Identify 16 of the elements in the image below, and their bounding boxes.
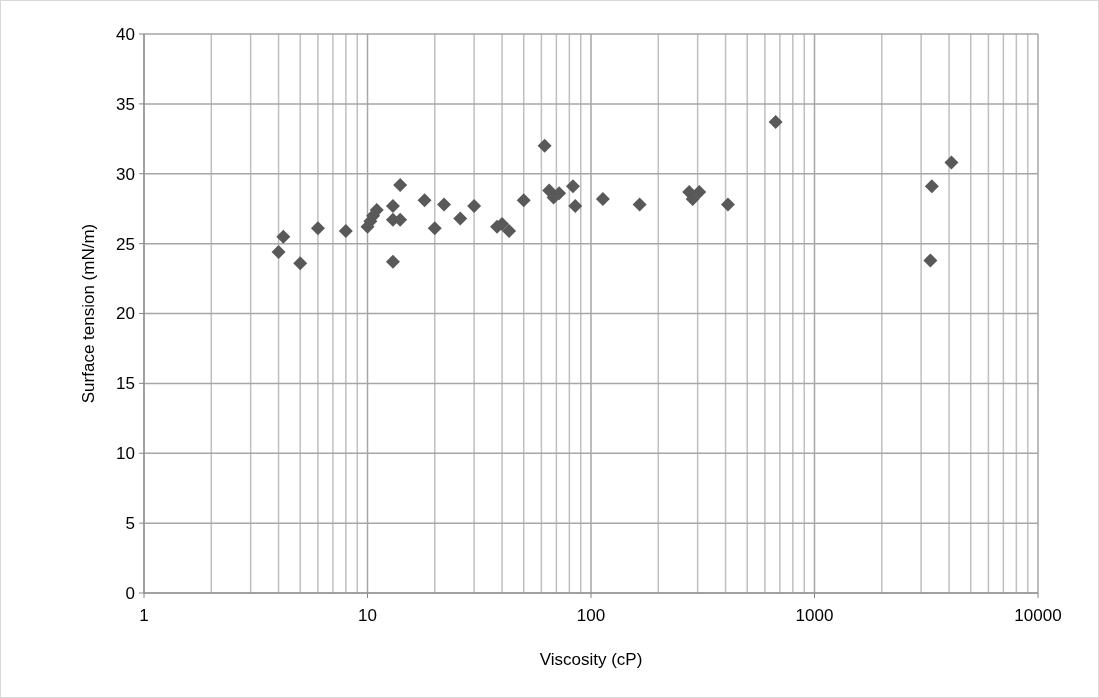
y-tick-label: 0 [125,583,135,603]
y-tick-label: 15 [116,374,135,394]
x-axis-title: Viscosity (cP) [539,650,643,669]
y-tick-label: 25 [116,234,135,254]
y-tick-label: 30 [116,164,135,184]
x-tick-label: 10 [358,606,377,625]
x-tick-label: 1000 [795,606,834,625]
x-tick-label: 100 [576,606,606,625]
y-tick-label: 5 [125,514,135,534]
x-tick-label: 1 [139,606,149,625]
y-tick-label: 10 [116,444,135,464]
y-tick-label: 35 [116,94,135,114]
y-tick-label: 20 [116,304,135,324]
y-tick-label: 40 [116,24,135,44]
x-tick-label: 10000 [1014,606,1062,625]
y-axis-title: Surface tension (mN/m) [79,223,98,404]
